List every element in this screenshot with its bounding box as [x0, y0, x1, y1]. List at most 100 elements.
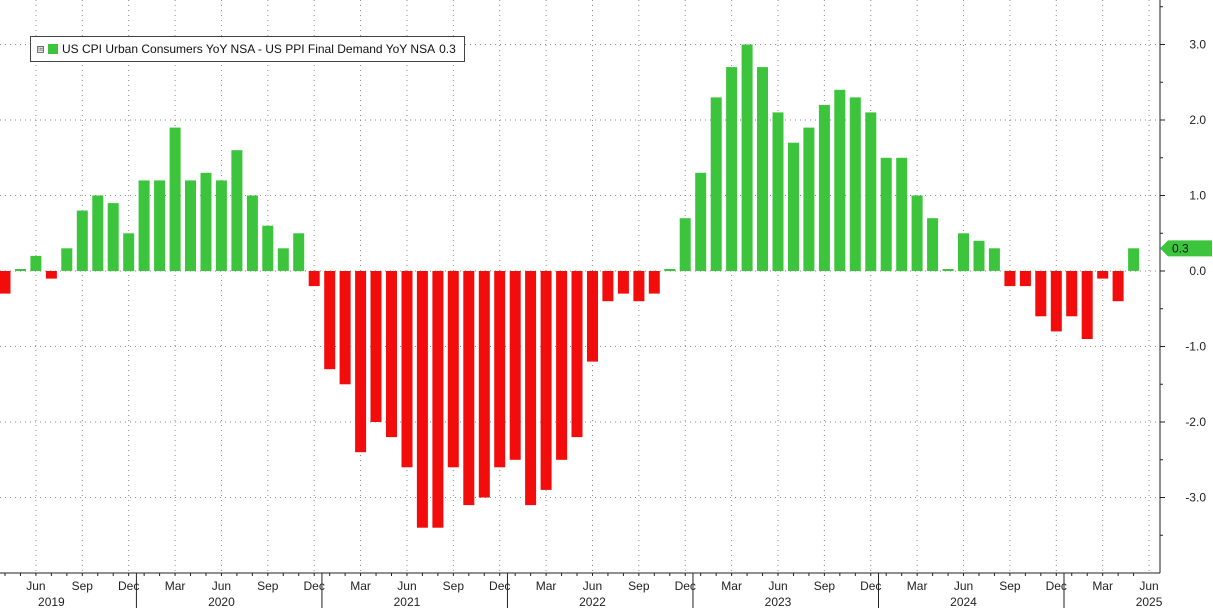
bars-layer: [0, 44, 1140, 528]
bar: [988, 248, 1000, 271]
bar: [370, 271, 382, 422]
x-tick-label: Sep: [628, 579, 650, 593]
bar: [463, 271, 475, 506]
y-tick-label: 2.0: [1189, 113, 1206, 127]
bar: [942, 269, 954, 271]
bar: [927, 218, 939, 271]
bar: [1035, 271, 1047, 317]
x-tick-label: Dec: [675, 579, 696, 593]
y-tick-label: 3.0: [1189, 38, 1206, 52]
bar: [1004, 271, 1016, 287]
x-tick-label: Jun: [26, 579, 45, 593]
bar: [1112, 271, 1124, 302]
bar: [355, 271, 367, 453]
legend-swatch: [48, 44, 58, 54]
bar: [61, 248, 73, 271]
bar: [107, 203, 119, 272]
legend-label: US CPI Urban Consumers YoY NSA - US PPI …: [62, 42, 436, 56]
bar: [339, 271, 351, 385]
year-label: 2024: [950, 595, 977, 608]
y-tick-label: 1.0: [1189, 189, 1206, 203]
bar: [432, 271, 444, 528]
bar: [185, 180, 196, 271]
bar: [277, 248, 289, 271]
bar: [386, 271, 397, 438]
x-tick-label: Jun: [397, 579, 416, 593]
x-tick-label: Sep: [257, 579, 279, 593]
bar: [169, 127, 181, 271]
bar: [834, 89, 846, 271]
y-tick-label: -1.0: [1185, 340, 1206, 354]
x-tick-label: Sep: [999, 579, 1021, 593]
y-tick-label: -3.0: [1185, 491, 1206, 505]
bar: [154, 180, 166, 271]
bar: [401, 271, 413, 468]
bar: [478, 271, 490, 498]
legend[interactable]: ⊞ US CPI Urban Consumers YoY NSA - US PP…: [30, 36, 465, 62]
x-tick-label: Dec: [304, 579, 325, 593]
x-tick-label: Sep: [443, 579, 465, 593]
bar: [602, 271, 614, 302]
bar: [494, 271, 506, 468]
bar: [958, 233, 969, 272]
bar: [571, 271, 583, 438]
x-tick-label: Sep: [72, 579, 94, 593]
x-tick-label: Mar: [165, 579, 186, 593]
last-value-badge-shape: [1160, 240, 1212, 257]
year-label: 2021: [394, 595, 421, 608]
bar: [308, 271, 320, 287]
bar: [138, 180, 150, 271]
legend-expand-icon[interactable]: ⊞: [37, 45, 44, 53]
bar: [556, 271, 568, 460]
x-tick-label: Mar: [536, 579, 557, 593]
bar: [76, 210, 88, 271]
year-label: 2022: [579, 595, 606, 608]
legend-last-value: 0.3: [439, 42, 456, 56]
bar: [231, 150, 243, 271]
bar: [710, 97, 722, 272]
bar: [664, 269, 676, 271]
bar: [324, 271, 336, 370]
bar: [92, 195, 104, 271]
bar: [818, 104, 830, 272]
bar: [45, 271, 57, 279]
x-tick-label: Dec: [1046, 579, 1067, 593]
bar: [803, 127, 815, 271]
bar: [648, 271, 660, 294]
bar: [757, 67, 768, 271]
bar: [865, 112, 877, 272]
bar: [447, 271, 459, 468]
bar: [633, 271, 645, 302]
bar: [973, 240, 985, 271]
x-tick-label: Mar: [1092, 579, 1113, 593]
bar: [788, 142, 799, 271]
last-value-badge: 0.3: [1160, 240, 1212, 257]
bar: [617, 271, 629, 294]
bar: [0, 271, 11, 294]
bar: [695, 172, 707, 271]
bar: [911, 195, 923, 271]
bar: [1128, 248, 1140, 271]
bar: [293, 233, 305, 272]
year-label: 2023: [765, 595, 792, 608]
bar: [1019, 271, 1031, 287]
bar: [679, 218, 691, 271]
bar: [1050, 271, 1062, 332]
bar: [726, 67, 738, 271]
bar: [416, 271, 428, 528]
x-tick-label: Jun: [583, 579, 602, 593]
x-tick-label: Mar: [907, 579, 928, 593]
x-tick-label: Jun: [954, 579, 973, 593]
bar: [772, 112, 784, 272]
x-tick-label: Mar: [350, 579, 371, 593]
x-tick-label: Mar: [721, 579, 742, 593]
y-tick-label: 0.0: [1189, 264, 1206, 278]
bar: [246, 195, 258, 271]
year-label: 2025: [1136, 595, 1163, 608]
x-tick-label: Jun: [212, 579, 231, 593]
bar: [123, 233, 135, 272]
bar: [1081, 271, 1093, 339]
bar: [525, 271, 537, 506]
